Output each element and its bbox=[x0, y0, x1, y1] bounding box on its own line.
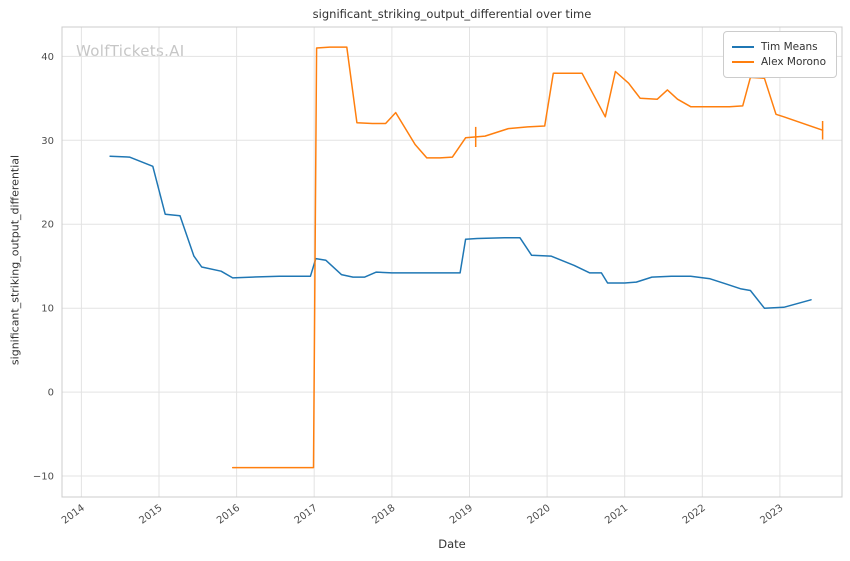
svg-text:2022: 2022 bbox=[681, 503, 708, 527]
legend-item-tim-means: Tim Means bbox=[732, 41, 826, 53]
legend-line-alex-morono bbox=[732, 61, 754, 63]
legend: Tim Means Alex Morono bbox=[723, 31, 837, 78]
svg-text:2021: 2021 bbox=[603, 503, 630, 527]
watermark: WolfTickets.AI bbox=[76, 42, 185, 60]
svg-text:20: 20 bbox=[41, 220, 54, 231]
svg-text:2019: 2019 bbox=[448, 503, 475, 527]
svg-text:2018: 2018 bbox=[370, 503, 397, 527]
svg-text:−10: −10 bbox=[33, 472, 54, 483]
svg-text:2015: 2015 bbox=[137, 503, 164, 527]
legend-label-alex-morono: Alex Morono bbox=[761, 56, 826, 68]
svg-text:0: 0 bbox=[48, 388, 54, 399]
svg-text:2023: 2023 bbox=[758, 503, 785, 527]
chart-title: significant_striking_output_differential… bbox=[312, 7, 592, 21]
x-axis-label: Date bbox=[438, 537, 466, 551]
svg-text:40: 40 bbox=[41, 52, 54, 63]
svg-text:2016: 2016 bbox=[215, 503, 242, 527]
svg-text:2017: 2017 bbox=[293, 503, 320, 527]
svg-text:10: 10 bbox=[41, 304, 54, 315]
svg-text:30: 30 bbox=[41, 136, 54, 147]
y-axis-label: significant_striking_output_differential bbox=[8, 154, 22, 366]
legend-line-tim-means bbox=[732, 46, 754, 48]
svg-text:2014: 2014 bbox=[60, 503, 87, 527]
legend-label-tim-means: Tim Means bbox=[761, 41, 818, 53]
legend-item-alex-morono: Alex Morono bbox=[732, 56, 826, 68]
svg-text:2020: 2020 bbox=[526, 503, 553, 527]
